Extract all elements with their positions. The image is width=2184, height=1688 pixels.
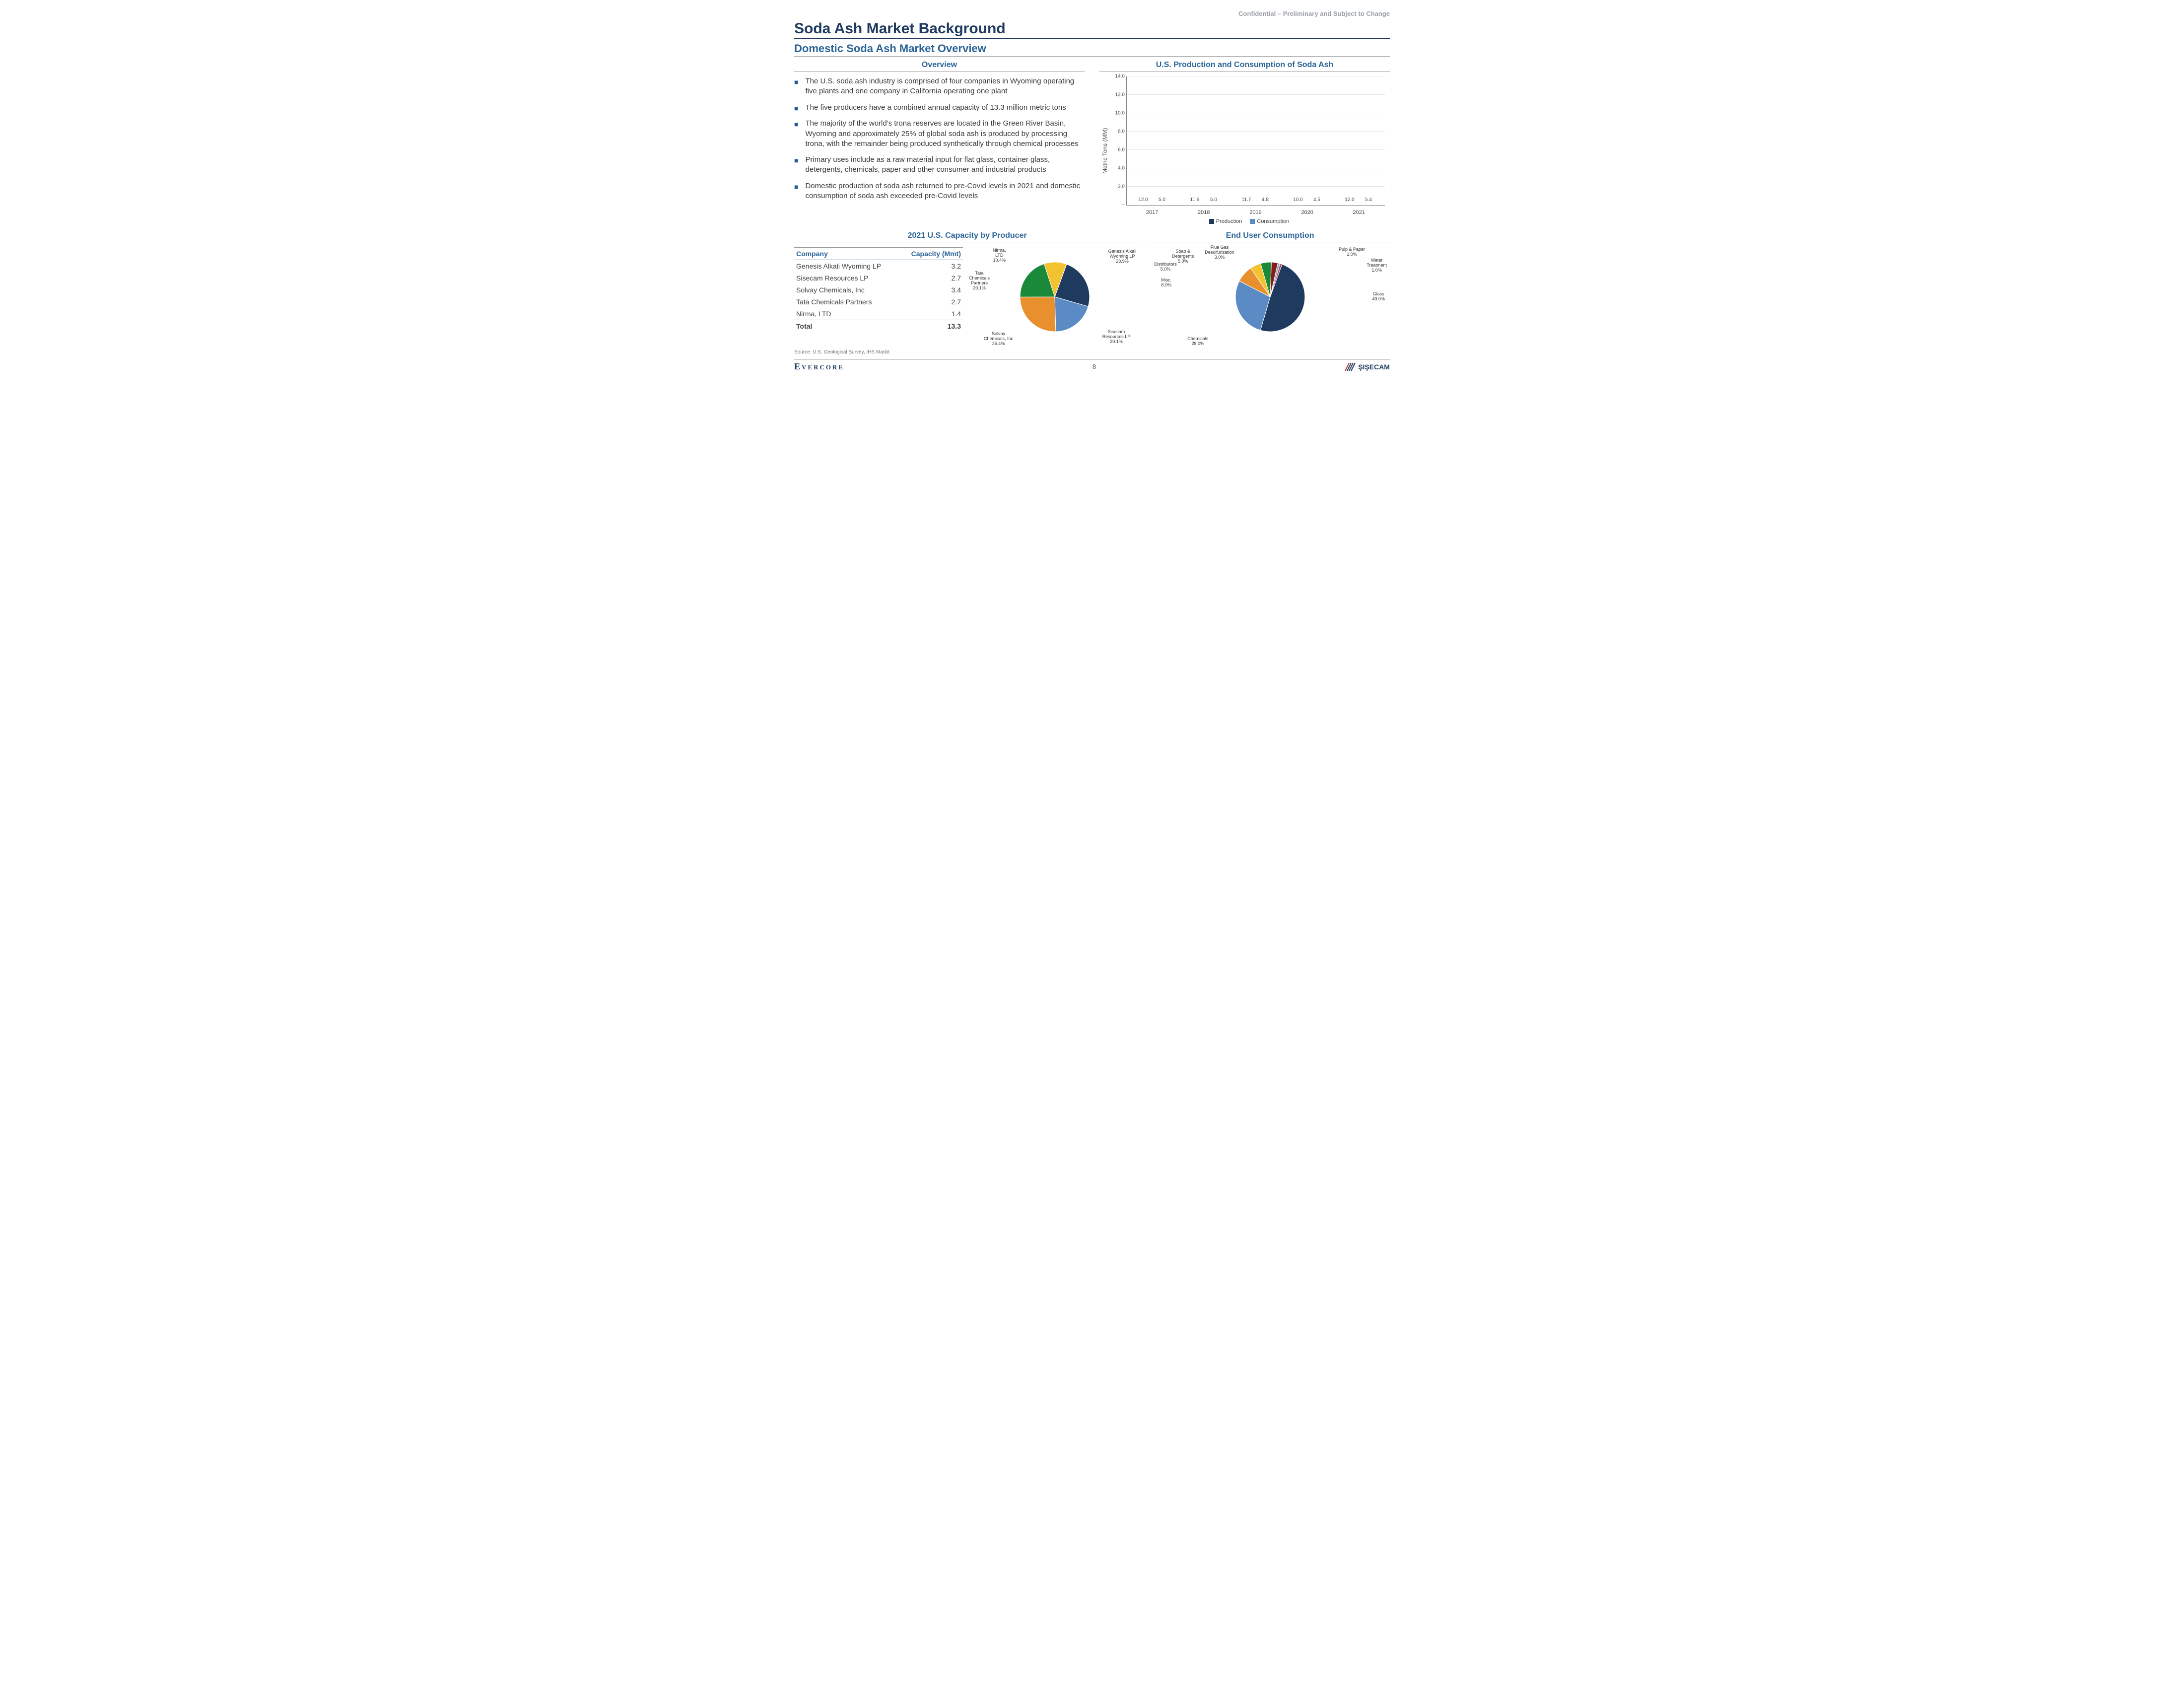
y-tick-label: 8.0 xyxy=(1110,129,1125,135)
y-axis-label: Metric Tons (MM) xyxy=(1099,76,1108,225)
overview-column: Overview The U.S. soda ash industry is c… xyxy=(794,61,1085,225)
table-row: Sisecam Resources LP2.7 xyxy=(794,272,963,284)
bar-chart-header: U.S. Production and Consumption of Soda … xyxy=(1099,61,1390,71)
pie-label-misc: Misc.8.0% xyxy=(1161,278,1171,288)
bullet-item: The five producers have a combined annua… xyxy=(794,103,1085,113)
bullet-text: Primary uses include as a raw material i… xyxy=(805,155,1085,175)
confidential-notice: Confidential – Preliminary and Subject t… xyxy=(794,10,1390,17)
bar-value-label: 11.9 xyxy=(1190,197,1200,203)
page-subtitle: Domestic Soda Ash Market Overview xyxy=(794,42,1390,57)
x-axis-label: 2017 xyxy=(1132,210,1172,215)
pie-label-glass: Glass49.0% xyxy=(1372,292,1385,302)
y-tick-label: 4.0 xyxy=(1110,166,1125,171)
bar-chart: -- 2.0 4.0 6.0 8.0 10.0 12.0 14.0 12.0 5.0 11.9 5.0… xyxy=(1108,76,1390,225)
x-axis-label: 2021 xyxy=(1339,210,1379,215)
bar-value-label: 10.0 xyxy=(1293,197,1302,203)
capacity-pie-chart: Genesis AlkaliWyoming LP23.9% SisecamRes… xyxy=(969,247,1140,347)
y-tick-label: 6.0 xyxy=(1110,147,1125,153)
bullet-item: The majority of the world's trona reserv… xyxy=(794,119,1085,149)
pie-slice xyxy=(1020,297,1056,332)
capacity-table: Company Capacity (Mmt) Genesis Alkali Wy… xyxy=(794,247,963,332)
footer: Evercore 8 ŞIŞECAM xyxy=(794,359,1390,372)
pie-label-genesis: Genesis AlkaliWyoming LP23.9% xyxy=(1108,249,1137,264)
table-row: Solvay Chemicals, Inc3.4 xyxy=(794,284,963,296)
capacity-section: 2021 U.S. Capacity by Producer Company C… xyxy=(794,231,1140,347)
bullet-item: Primary uses include as a raw material i… xyxy=(794,155,1085,175)
y-tick-label: 10.0 xyxy=(1110,111,1125,116)
x-axis-label: 2018 xyxy=(1184,210,1224,215)
legend-item: Production xyxy=(1209,218,1242,224)
overview-bullets: The U.S. soda ash industry is comprised … xyxy=(794,76,1085,201)
bullet-text: The majority of the world's trona reserv… xyxy=(805,119,1085,149)
pie-label-water: WaterTreatment1.0% xyxy=(1366,258,1387,273)
bullet-item: The U.S. soda ash industry is comprised … xyxy=(794,76,1085,97)
pie-label-flue: Flue GasDesulfurization3.0% xyxy=(1205,245,1234,260)
table-header-capacity: Capacity (Mmt) xyxy=(899,248,963,260)
bar-value-label: 5.0 xyxy=(1159,197,1165,203)
page-number: 8 xyxy=(1092,363,1096,370)
y-tick-label: 12.0 xyxy=(1110,92,1125,98)
bar-value-label: 4.8 xyxy=(1262,197,1269,203)
bar-value-label: 5.0 xyxy=(1210,197,1217,203)
source-note: Source: U.S. Geological Survey, IHS Mark… xyxy=(794,350,1390,355)
bullet-text: The five producers have a combined annua… xyxy=(805,103,1066,113)
table-total-row: Total13.3 xyxy=(794,320,963,333)
table-row: Genesis Alkali Wyoming LP3.2 xyxy=(794,260,963,273)
pie-label-pulp: Pulp & Paper1.0% xyxy=(1339,247,1365,257)
end-user-header: End User Consumption xyxy=(1150,231,1390,242)
bar-chart-legend: Production Consumption xyxy=(1108,218,1390,225)
bullet-text: Domestic production of soda ash returned… xyxy=(805,181,1085,202)
end-user-pie-chart: Glass49.0% Chemicals28.0% Misc.8.0% Dist… xyxy=(1150,247,1390,347)
pie-label-sisecam: SisecamResources LP20.1% xyxy=(1102,330,1131,345)
y-tick-label: 2.0 xyxy=(1110,184,1125,190)
evercore-logo: Evercore xyxy=(794,361,844,372)
table-row: Nirma, LTD1.4 xyxy=(794,308,963,320)
legend-item: Consumption xyxy=(1250,218,1289,224)
bar-value-label: 4.5 xyxy=(1313,197,1320,203)
bullet-item: Domestic production of soda ash returned… xyxy=(794,181,1085,202)
capacity-header: 2021 U.S. Capacity by Producer xyxy=(794,231,1140,242)
page-title: Soda Ash Market Background xyxy=(794,20,1390,39)
table-header-company: Company xyxy=(794,248,899,260)
pie-label-nirma: Nirma,LTD10.4% xyxy=(993,248,1006,263)
end-user-section: End User Consumption Glass49.0% Chemical… xyxy=(1150,231,1390,347)
sisecam-logo: ŞIŞECAM xyxy=(1344,362,1390,372)
table-row: Tata Chemicals Partners2.7 xyxy=(794,296,963,308)
y-tick-label: -- xyxy=(1110,203,1125,208)
pie-label-solvay: SolvayChemicals, Inc25.4% xyxy=(984,332,1013,347)
pie-label-chemicals: Chemicals28.0% xyxy=(1187,337,1208,347)
bullet-text: The U.S. soda ash industry is comprised … xyxy=(805,76,1085,97)
bar-value-label: 5.4 xyxy=(1365,197,1372,203)
bar-value-label: 12.0 xyxy=(1345,197,1354,203)
pie-label-soap: Soap &Detergents5.0% xyxy=(1172,249,1194,264)
x-axis-label: 2019 xyxy=(1235,210,1275,215)
bar-value-label: 11.7 xyxy=(1242,197,1251,203)
overview-header: Overview xyxy=(794,61,1085,71)
y-tick-label: 14.0 xyxy=(1110,74,1125,79)
sisecam-text: ŞIŞECAM xyxy=(1358,363,1390,371)
x-axis-label: 2020 xyxy=(1288,210,1327,215)
bar-value-label: 12.0 xyxy=(1138,197,1148,203)
bar-chart-column: U.S. Production and Consumption of Soda … xyxy=(1099,61,1390,225)
pie-label-tata: TataChemicalsPartners20.1% xyxy=(969,271,990,291)
